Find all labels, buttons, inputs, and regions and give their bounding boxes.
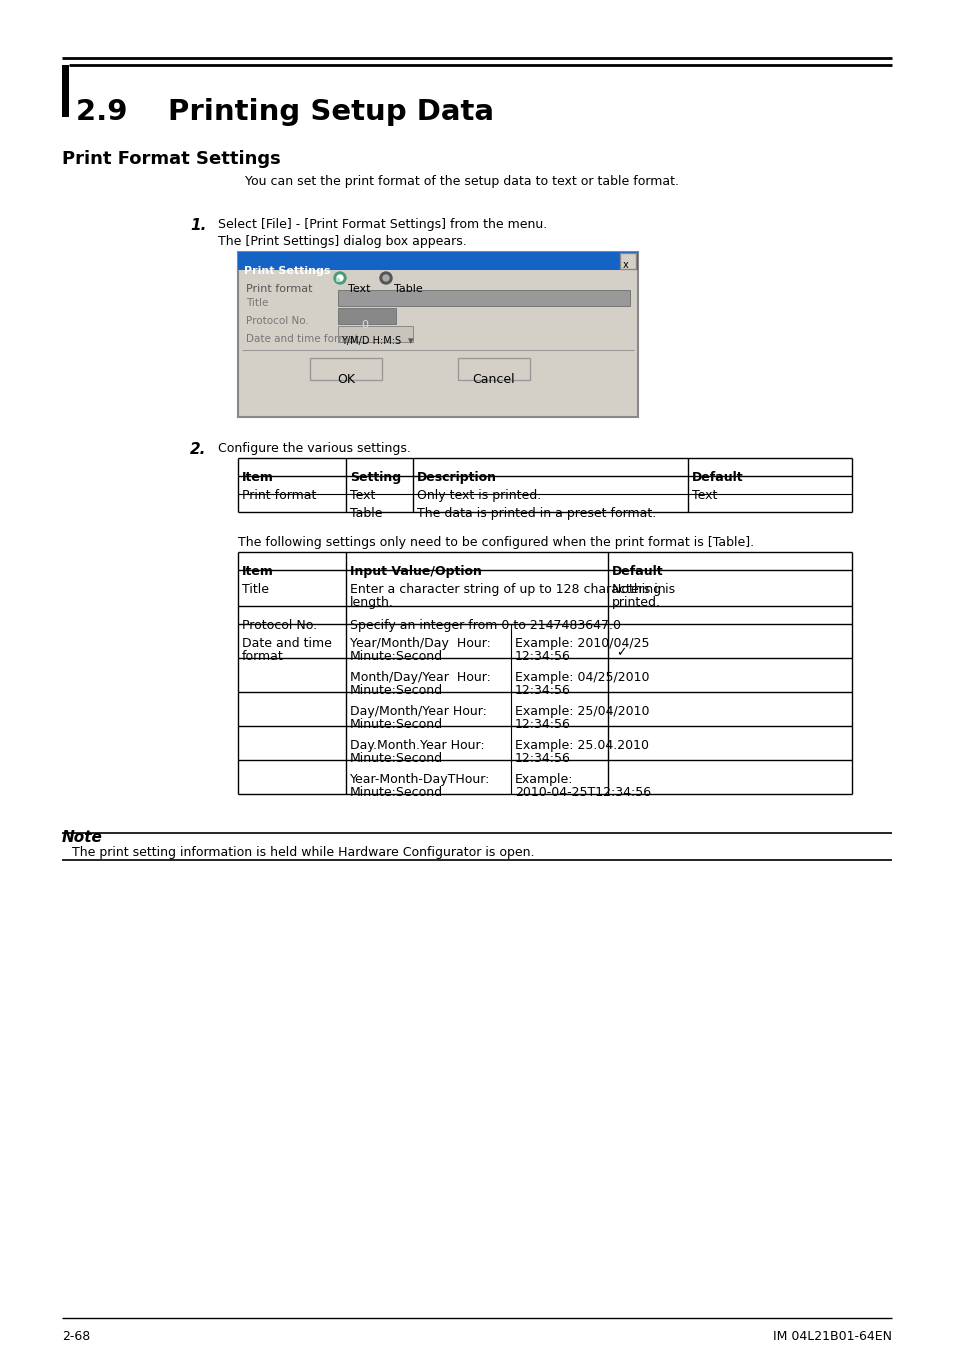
Text: Date and time: Date and time bbox=[242, 637, 332, 649]
Circle shape bbox=[336, 275, 343, 281]
Text: Only text is printed.: Only text is printed. bbox=[416, 489, 540, 502]
Bar bbox=[337, 325, 413, 342]
Text: Cancel: Cancel bbox=[472, 373, 515, 386]
Circle shape bbox=[334, 271, 346, 284]
Bar bbox=[237, 252, 638, 417]
Text: Y/M/D H:M:S: Y/M/D H:M:S bbox=[340, 336, 400, 346]
Text: Text: Text bbox=[350, 489, 375, 502]
Text: Table: Table bbox=[350, 508, 382, 520]
Text: Month/Day/Year  Hour:: Month/Day/Year Hour: bbox=[350, 671, 491, 684]
Text: The print setting information is held while Hardware Configurator is open.: The print setting information is held wh… bbox=[71, 846, 534, 859]
Text: 12:34:56: 12:34:56 bbox=[515, 649, 570, 663]
Text: printed.: printed. bbox=[612, 595, 660, 609]
Text: Input Value/Option: Input Value/Option bbox=[350, 566, 481, 578]
Bar bbox=[457, 358, 530, 379]
Text: You can set the print format of the setup data to text or table format.: You can set the print format of the setu… bbox=[245, 176, 679, 188]
Text: Minute:Second: Minute:Second bbox=[350, 786, 442, 799]
Text: 1.: 1. bbox=[190, 217, 206, 234]
Text: ✓: ✓ bbox=[616, 647, 626, 659]
Text: Minute:Second: Minute:Second bbox=[350, 649, 442, 663]
Text: Example: 04/25/2010: Example: 04/25/2010 bbox=[515, 671, 649, 684]
Text: Minute:Second: Minute:Second bbox=[350, 752, 442, 765]
Text: Specify an integer from 0 to 2147483647.: Specify an integer from 0 to 2147483647. bbox=[350, 620, 613, 632]
Text: Protocol No.: Protocol No. bbox=[246, 316, 309, 325]
Text: Print format: Print format bbox=[242, 489, 316, 502]
Text: Day/Month/Year Hour:: Day/Month/Year Hour: bbox=[350, 705, 486, 718]
Text: Text: Text bbox=[691, 489, 717, 502]
Text: 2.9    Printing Setup Data: 2.9 Printing Setup Data bbox=[76, 99, 494, 126]
Text: Example: 25.04.2010: Example: 25.04.2010 bbox=[515, 738, 648, 752]
Bar bbox=[237, 252, 638, 270]
Text: 2-68: 2-68 bbox=[62, 1330, 91, 1343]
Text: Print format: Print format bbox=[246, 284, 313, 294]
Text: 2010-04-25T12:34:56: 2010-04-25T12:34:56 bbox=[515, 786, 651, 799]
Text: Item: Item bbox=[242, 471, 274, 485]
Text: 12:34:56: 12:34:56 bbox=[515, 684, 570, 697]
Text: The [Print Settings] dialog box appears.: The [Print Settings] dialog box appears. bbox=[218, 235, 466, 248]
Bar bbox=[337, 290, 629, 306]
Text: Print Format Settings: Print Format Settings bbox=[62, 150, 280, 167]
Text: format: format bbox=[242, 649, 283, 663]
Circle shape bbox=[382, 275, 389, 281]
Text: Item: Item bbox=[242, 566, 274, 578]
Text: Default: Default bbox=[691, 471, 742, 485]
Text: OK: OK bbox=[336, 373, 355, 386]
Text: Text: Text bbox=[348, 284, 370, 294]
Bar bbox=[62, 65, 69, 117]
Text: length.: length. bbox=[350, 595, 394, 609]
Text: Configure the various settings.: Configure the various settings. bbox=[218, 441, 411, 455]
Text: Enter a character string of up to 128 characters in: Enter a character string of up to 128 ch… bbox=[350, 583, 665, 595]
Text: Protocol No.: Protocol No. bbox=[242, 620, 316, 632]
Text: The following settings only need to be configured when the print format is [Tabl: The following settings only need to be c… bbox=[237, 536, 753, 549]
Bar bbox=[310, 358, 381, 379]
Text: 0: 0 bbox=[612, 620, 619, 632]
Text: Nothing is: Nothing is bbox=[612, 583, 675, 595]
Text: Table: Table bbox=[394, 284, 422, 294]
Text: x: x bbox=[622, 261, 628, 270]
Text: Setting: Setting bbox=[350, 471, 400, 485]
Circle shape bbox=[336, 278, 339, 282]
Text: Day.Month.Year Hour:: Day.Month.Year Hour: bbox=[350, 738, 484, 752]
Text: 2.: 2. bbox=[190, 441, 206, 458]
Bar bbox=[619, 252, 636, 269]
Text: 12:34:56: 12:34:56 bbox=[515, 752, 570, 765]
Text: 12:34:56: 12:34:56 bbox=[515, 718, 570, 730]
Text: 0: 0 bbox=[361, 320, 368, 329]
Circle shape bbox=[379, 271, 392, 284]
Text: Note: Note bbox=[62, 830, 103, 845]
Text: Description: Description bbox=[416, 471, 497, 485]
Text: Year-Month-DayTHour:: Year-Month-DayTHour: bbox=[350, 774, 490, 786]
Text: Year/Month/Day  Hour:: Year/Month/Day Hour: bbox=[350, 637, 491, 649]
Bar bbox=[337, 308, 395, 324]
Text: Minute:Second: Minute:Second bbox=[350, 684, 442, 697]
Text: Select [File] - [Print Format Settings] from the menu.: Select [File] - [Print Format Settings] … bbox=[218, 217, 547, 231]
Text: Example:: Example: bbox=[515, 774, 573, 786]
Text: Default: Default bbox=[612, 566, 663, 578]
Text: Date and time format: Date and time format bbox=[246, 333, 358, 344]
Text: Example: 25/04/2010: Example: 25/04/2010 bbox=[515, 705, 649, 718]
Text: Title: Title bbox=[242, 583, 269, 595]
Text: IM 04L21B01-64EN: IM 04L21B01-64EN bbox=[772, 1330, 891, 1343]
Text: The data is printed in a preset format.: The data is printed in a preset format. bbox=[416, 508, 656, 520]
Text: Title: Title bbox=[246, 298, 268, 308]
Text: Minute:Second: Minute:Second bbox=[350, 718, 442, 730]
Text: Print Settings: Print Settings bbox=[244, 266, 330, 275]
Text: ▾: ▾ bbox=[408, 336, 414, 346]
Text: Example: 2010/04/25: Example: 2010/04/25 bbox=[515, 637, 649, 649]
